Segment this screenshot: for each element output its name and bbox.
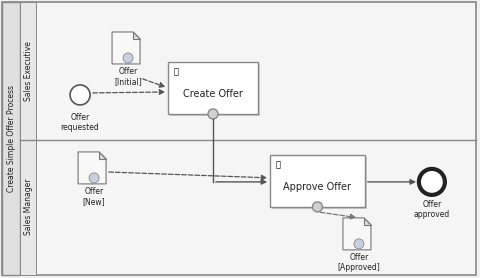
FancyBboxPatch shape <box>2 2 476 275</box>
Polygon shape <box>99 152 106 159</box>
Text: Offer
requested: Offer requested <box>60 113 99 132</box>
Text: Create Simple Offer Process: Create Simple Offer Process <box>7 85 16 192</box>
FancyBboxPatch shape <box>20 140 36 275</box>
Polygon shape <box>133 32 140 39</box>
Text: Approve Offer: Approve Offer <box>284 182 351 192</box>
Text: Create Offer: Create Offer <box>183 89 243 99</box>
Polygon shape <box>112 32 140 64</box>
Text: 👤: 👤 <box>174 68 179 76</box>
Text: Offer
approved: Offer approved <box>414 200 450 219</box>
FancyBboxPatch shape <box>20 2 36 140</box>
FancyBboxPatch shape <box>272 157 367 209</box>
Circle shape <box>419 169 445 195</box>
Polygon shape <box>78 152 106 184</box>
Circle shape <box>89 173 99 183</box>
FancyBboxPatch shape <box>170 64 260 116</box>
Text: Offer
[Initial]: Offer [Initial] <box>114 67 142 86</box>
Text: Sales Executive: Sales Executive <box>24 41 33 101</box>
FancyBboxPatch shape <box>168 62 258 114</box>
Text: Sales Manager: Sales Manager <box>24 179 33 235</box>
Circle shape <box>123 53 133 63</box>
Text: 👤: 👤 <box>276 160 280 169</box>
FancyBboxPatch shape <box>2 2 20 275</box>
Circle shape <box>354 239 364 249</box>
Circle shape <box>70 85 90 105</box>
Polygon shape <box>364 218 371 225</box>
Text: Offer
[New]: Offer [New] <box>83 187 106 206</box>
Circle shape <box>208 109 218 119</box>
Polygon shape <box>343 218 371 250</box>
FancyBboxPatch shape <box>270 155 365 207</box>
Circle shape <box>312 202 323 212</box>
Text: Offer
[Approved]: Offer [Approved] <box>337 253 380 272</box>
